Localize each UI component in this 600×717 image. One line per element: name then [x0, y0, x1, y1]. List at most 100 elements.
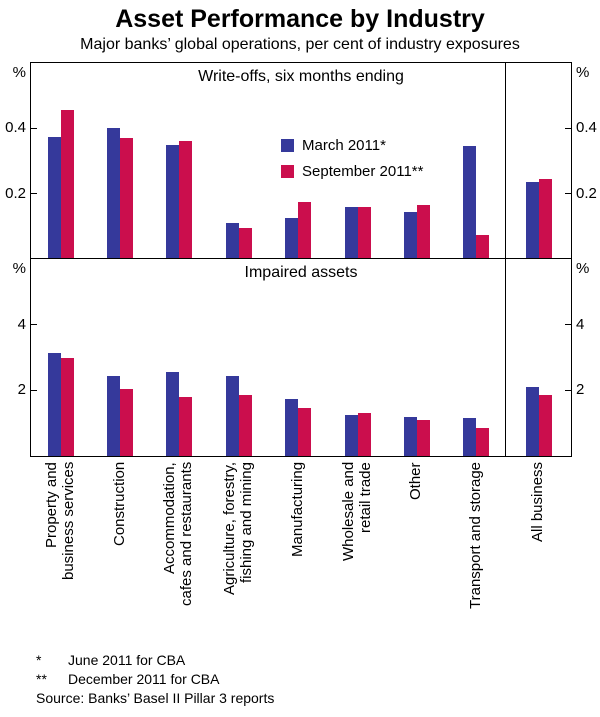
chart-title: Asset Performance by Industry [115, 5, 485, 33]
bar-september [179, 141, 193, 259]
x-label-line: Transport and storage [466, 462, 484, 610]
y-tick-mark [31, 324, 37, 326]
x-label-line: Property and [42, 462, 60, 548]
footnote: * June 2011 for CBA [36, 651, 274, 670]
x-label: Property and business services [15, 462, 105, 646]
bar-march [166, 372, 180, 456]
legend-item: March 2011* [281, 137, 423, 154]
x-label-line: Other [407, 462, 425, 500]
panel-title: Write-offs, six months ending [198, 68, 404, 85]
y-tick-label: 0.2 [576, 184, 597, 202]
x-label-text: Property and business services [43, 462, 77, 646]
x-label-line: fishing and mining [237, 462, 255, 583]
bar-september [416, 205, 430, 259]
bar-september [298, 408, 312, 456]
y-tick-mark [31, 193, 37, 195]
bar-march [225, 375, 239, 456]
y-tick-label: 0.2 [5, 184, 26, 202]
footnote-marker: * [36, 652, 42, 668]
x-label-text: Agriculture, forestry, fishing and mining [221, 462, 255, 646]
x-label: Wholesale and retail trade [312, 462, 402, 646]
x-label-line: Construction [110, 462, 128, 547]
x-label-line: cafes and restaurants [178, 462, 196, 607]
footnote: ** December 2011 for CBA [36, 670, 274, 689]
x-label: Accommodation, cafes and restaurants [133, 462, 223, 646]
legend-item: September 2011** [281, 163, 423, 180]
y-tick-label: 0.4 [576, 119, 597, 137]
legend-swatch-icon [281, 165, 294, 178]
bar-march [47, 136, 61, 259]
bar-march [525, 387, 539, 456]
y-axis-unit-left: % [12, 64, 26, 81]
footnotes: * June 2011 for CBA ** December 2011 for C… [36, 651, 274, 708]
y-axis-unit-right: % [576, 260, 590, 277]
bar-september [179, 396, 193, 456]
bar-september [476, 428, 490, 456]
y-tick-label: 4 [576, 315, 585, 333]
legend-label: September 2011** [302, 163, 424, 180]
bar-march [225, 223, 239, 259]
x-label: Transport and storage [430, 462, 520, 646]
x-label: Construction [74, 462, 164, 646]
bar-september [476, 234, 490, 259]
y-tick-label: 2 [17, 381, 26, 399]
y-tick-label: 2 [576, 381, 585, 399]
bar-september [416, 419, 430, 456]
y-tick-label: 4 [17, 315, 26, 333]
y-axis-unit-left: % [12, 260, 26, 277]
bar-march [463, 146, 477, 259]
bar-march [285, 218, 299, 259]
legend-swatch-icon [281, 139, 294, 152]
bar-march [47, 352, 61, 456]
bar-september [120, 388, 134, 456]
bar-march [285, 398, 299, 456]
bar-september [357, 206, 371, 259]
bar-september [298, 201, 312, 259]
bar-september [357, 413, 371, 456]
bar-september [238, 395, 252, 456]
y-tick-mark [31, 389, 37, 391]
bar-march [344, 206, 358, 259]
x-label: Other [371, 462, 461, 646]
y-tick-mark [565, 389, 571, 391]
bar-march [344, 414, 358, 456]
bar-march [403, 211, 417, 259]
bar-march [107, 375, 121, 456]
x-label-line: business services [59, 462, 77, 581]
bar-september [120, 138, 134, 259]
x-label-line: Accommodation, [161, 462, 179, 574]
bar-march [107, 128, 121, 259]
bar-march [525, 182, 539, 259]
bar-march [463, 418, 477, 456]
y-tick-mark [565, 193, 571, 195]
chart-subtitle: Major banks’ global operations, per cent… [80, 36, 520, 53]
bar-september [538, 395, 552, 456]
footnote-text: December 2011 for CBA [68, 671, 220, 687]
legend-label: March 2011* [302, 137, 386, 154]
y-tick-mark [31, 127, 37, 129]
x-label-line: Wholesale and [339, 462, 357, 562]
y-axis-unit-right: % [576, 64, 590, 81]
bar-march [166, 144, 180, 259]
panel-title: Impaired assets [244, 264, 358, 281]
x-label-text: Construction [111, 462, 128, 646]
y-tick-mark [565, 324, 571, 326]
x-label: Agriculture, forestry, fishing and mining [193, 462, 283, 646]
bar-september [538, 178, 552, 259]
x-label-text: Accommodation, cafes and restaurants [161, 462, 195, 646]
footnote-marker: ** [36, 671, 47, 687]
panel-divider [31, 258, 571, 259]
footnote-text: June 2011 for CBA [68, 652, 186, 668]
bar-september [60, 110, 74, 259]
x-label-line: All business [529, 462, 546, 543]
bar-september [238, 227, 252, 259]
x-label-line: Agriculture, forestry, [220, 462, 238, 596]
y-tick-label: 0.4 [5, 119, 26, 137]
x-label-text: Wholesale and retail trade [340, 462, 374, 646]
all-business-separator [505, 63, 506, 456]
x-label-line: Manufacturing [288, 462, 306, 558]
source-note: Source: Banks’ Basel II Pillar 3 reports [36, 690, 275, 706]
x-label: All business [493, 462, 583, 646]
bar-march [403, 416, 417, 456]
